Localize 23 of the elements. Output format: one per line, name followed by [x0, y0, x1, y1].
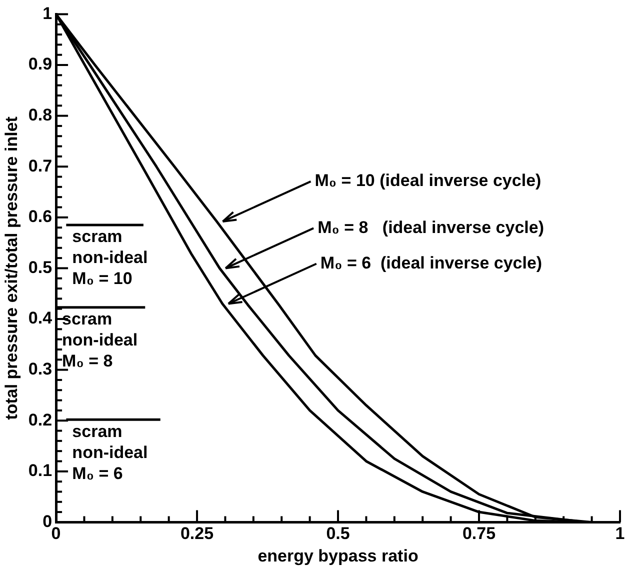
- y-tick-label: 0.5: [28, 258, 52, 277]
- x-tick-label: 1: [615, 524, 625, 544]
- y-tick-label: 0.1: [28, 461, 52, 480]
- annotation: M₀ = 8 (ideal inverse cycle): [318, 218, 544, 237]
- x-tick-label: 0.75: [462, 524, 496, 544]
- y-tick-label: 0.8: [28, 105, 52, 124]
- x-axis-title: energy bypass ratio: [258, 546, 418, 566]
- y-axis-title: total pressure exit/total pressure inlet: [2, 116, 21, 420]
- y-tick-label: 0.3: [28, 359, 52, 378]
- y-tick-label: 0.7: [28, 156, 52, 176]
- legend-label: scram non-ideal M₀ = 8: [62, 310, 138, 371]
- x-tick-label: 0.25: [180, 524, 214, 544]
- annotation: M₀ = 10 (ideal inverse cycle): [314, 171, 542, 190]
- y-tick-label: 0.6: [28, 207, 52, 226]
- legend-label: scram non-ideal M₀ = 10: [72, 227, 148, 288]
- y-tick-label: 0.4: [28, 308, 53, 328]
- y-tick-label: 0.9: [28, 54, 52, 74]
- y-tick-label: 1: [42, 4, 52, 23]
- x-tick-label: 0.5: [326, 524, 350, 544]
- legend-label: scram non-ideal M₀ = 6: [72, 422, 148, 483]
- y-tick-label: 0.2: [28, 410, 52, 430]
- y-tick-label: 0: [42, 512, 52, 531]
- annotation: M₀ = 6 (ideal inverse cycle): [320, 253, 542, 272]
